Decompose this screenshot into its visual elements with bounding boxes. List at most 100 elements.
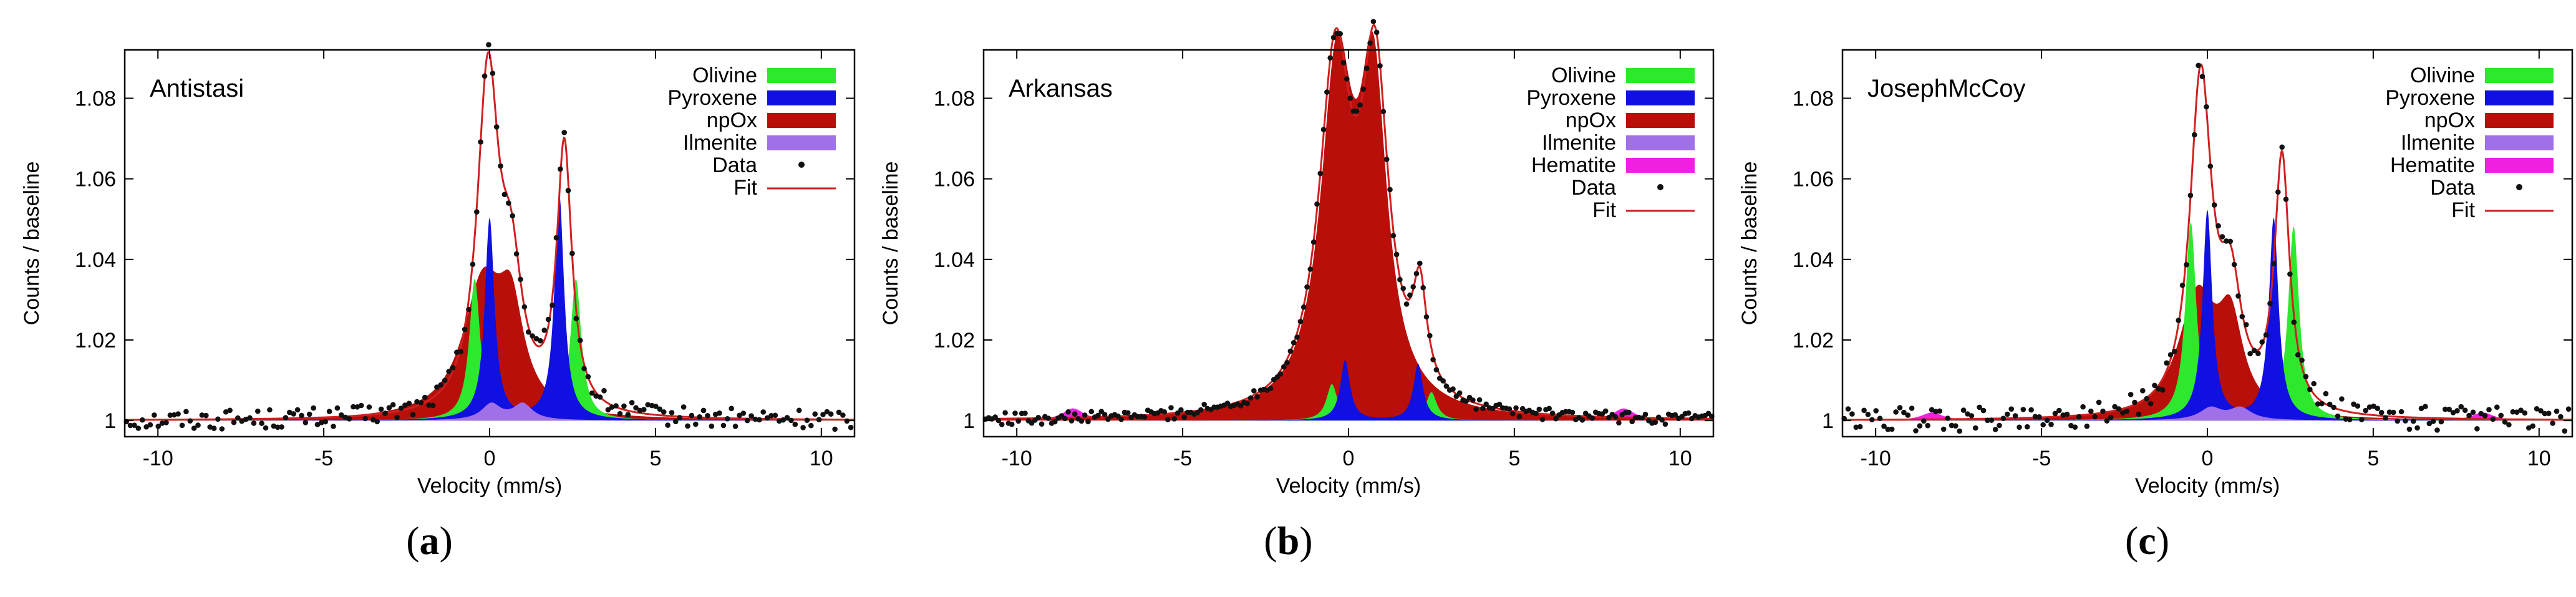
data-point [2231,261,2237,268]
data-point [1869,417,1875,423]
data-point [1659,417,1665,423]
data-point [2028,407,2034,413]
data-point [1377,63,1383,69]
data-point [820,412,826,417]
data-point [434,384,440,390]
data-point [1062,415,1068,422]
data-point [1885,427,1891,432]
x-tick-label: 0 [484,447,496,470]
data-point [1997,422,2002,429]
data-point [824,409,830,415]
data-point [414,399,420,405]
data-point [2514,409,2520,415]
data-point [518,276,523,283]
data-point [2411,418,2416,424]
data-point [294,407,301,413]
legend-swatch-npox [1626,113,1695,128]
y-tick-label: 1.06 [934,168,975,192]
data-point [227,407,233,414]
data-point [2454,408,2460,414]
data-point [147,422,153,428]
data-point [1410,284,1416,290]
data-point [1247,395,1254,401]
data-point [498,163,503,169]
data-point [1857,424,1863,430]
chart-panel-b: -10 -5 0 5 10 1 1.02 1.04 1.06 1.08 Velocity (mm/s… [859,0,1718,597]
data-point [2080,404,2086,410]
data-point [2391,409,2396,415]
data-point [1314,201,1320,207]
data-point [2339,396,2345,402]
data-point [757,417,762,423]
data-point [1992,427,1998,432]
data-point [1310,239,1317,245]
legend-label-pyroxene: Pyroxene [1526,86,1616,110]
data-point [748,413,754,419]
data-point [541,328,547,333]
data-point [1327,55,1333,61]
x-axis-label: Velocity (mm/s) [2135,474,2280,498]
data-point [2275,189,2281,195]
data-point [2108,414,2114,420]
data-point [239,418,245,424]
chart-title: Arkansas [1009,75,1113,102]
data-point [1403,301,1410,307]
data-point [2084,424,2090,429]
legend-label-pyroxene: Pyroxene [667,86,757,110]
data-point [2187,192,2194,198]
data-point [673,419,679,425]
series-area-ilmenite [125,402,855,421]
data-point [203,412,209,419]
data-point [2164,360,2169,366]
data-point [2443,406,2448,412]
data-point [159,420,165,426]
data-point [2423,404,2428,409]
data-point [1294,334,1300,340]
x-tick-label: 5 [2367,447,2379,470]
legend-swatch-pyroxene [1626,90,1695,105]
data-point [462,326,468,332]
x-tick-label: 0 [2202,447,2214,470]
data-point [752,416,758,422]
data-point [1373,29,1380,36]
data-point [1579,417,1586,423]
data-point [2056,407,2062,414]
data-point [2311,381,2317,387]
data-point [1443,383,1450,389]
data-point [732,424,738,429]
data-point [2323,391,2329,397]
data-point [513,251,520,257]
data-point [2147,400,2154,407]
data-point [1662,421,1668,427]
data-point [1861,407,1867,414]
series-area-pyroxene [1842,209,2572,421]
data-point [291,411,297,417]
data-point [680,404,687,410]
data-point [2430,419,2436,424]
data-point [1602,408,1609,414]
data-point [1629,419,1635,424]
data-point [2502,419,2508,425]
data-point [2048,422,2054,427]
data-point [2224,238,2229,244]
chart-title: Antistasi [150,75,244,102]
data-point [2227,238,2233,245]
data-point [2303,374,2309,379]
x-axis-label: Velocity (mm/s) [1276,474,1421,498]
legend-label-data: Data [1571,176,1616,200]
data-point [2331,404,2336,410]
data-point [2355,403,2361,409]
legend-label-npox: npOx [707,109,757,132]
data-point [2243,322,2249,328]
data-point [311,405,316,411]
data-point [1181,414,1187,420]
data-point [525,329,531,335]
x-tick-label: 10 [810,447,833,470]
data-point [175,411,181,417]
data-point [1877,415,1883,421]
data-point [1383,157,1390,162]
data-point [625,412,631,417]
data-point [1281,364,1287,370]
y-tick-label: 1.04 [75,248,116,272]
data-point [1357,102,1363,108]
